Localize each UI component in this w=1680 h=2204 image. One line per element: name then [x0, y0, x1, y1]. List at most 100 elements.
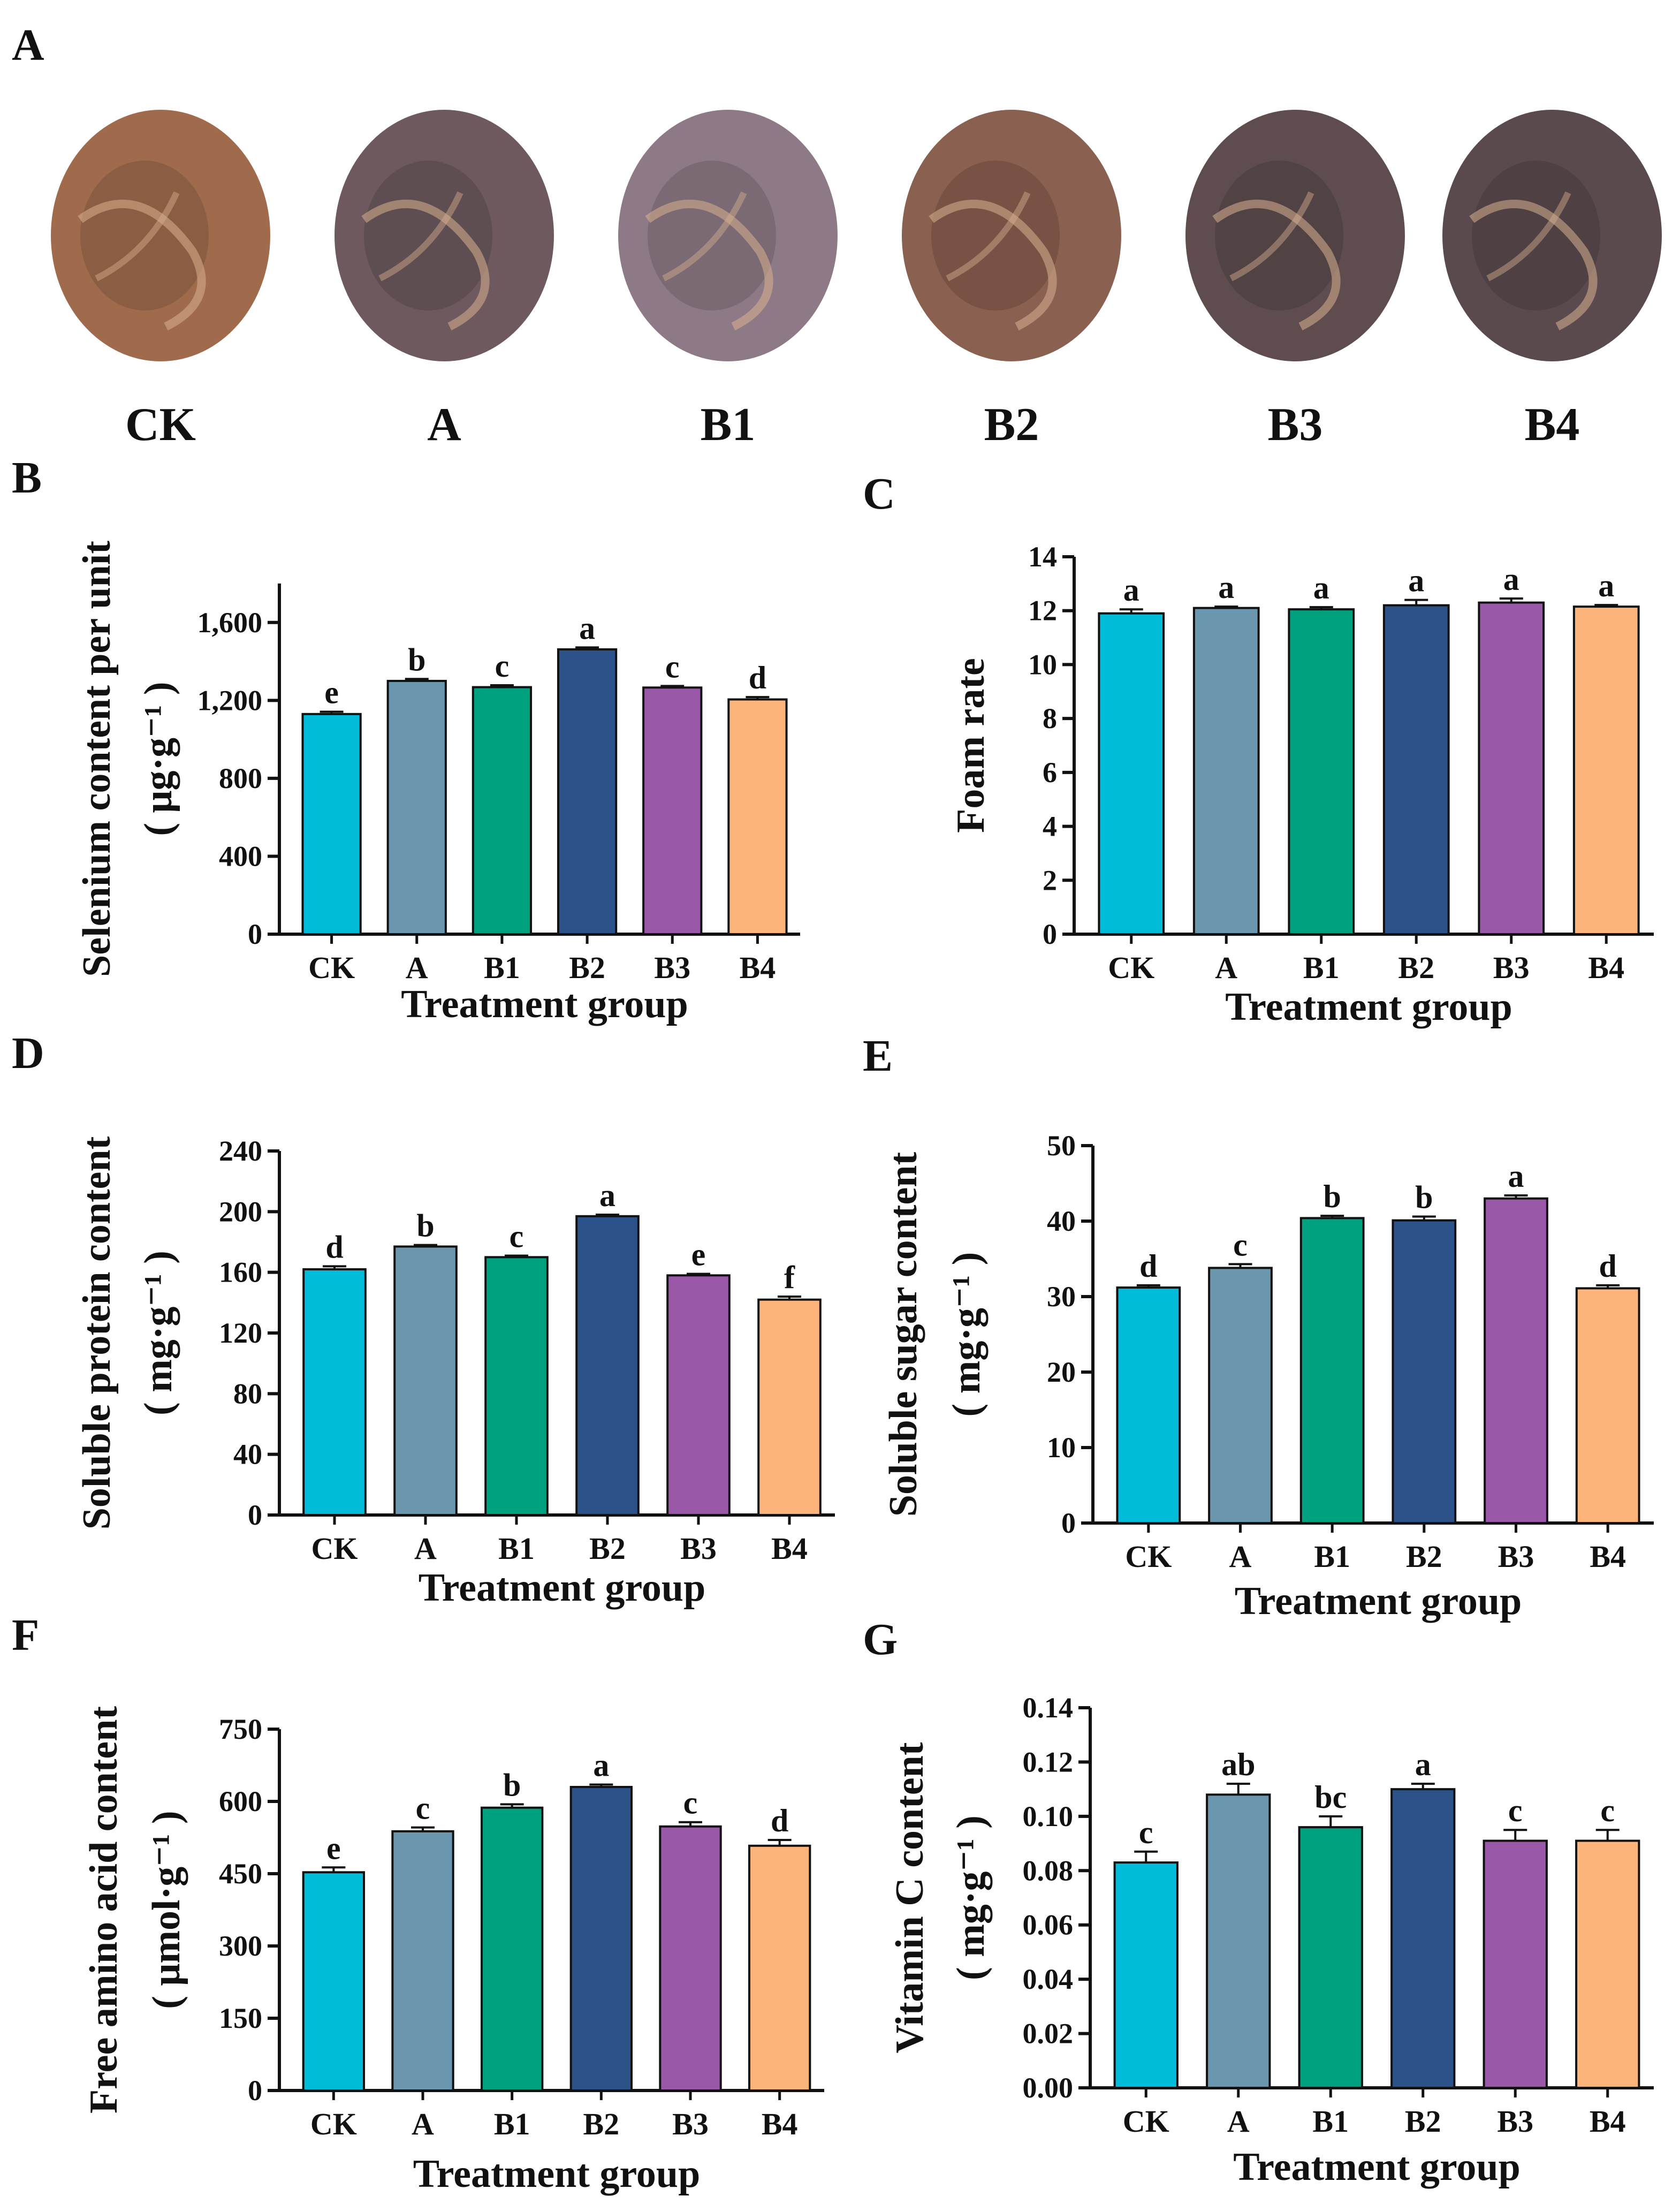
- x-tick-label: CK: [308, 950, 355, 985]
- specimen-shading: [931, 161, 1060, 310]
- significance-letter: b: [416, 1208, 434, 1244]
- x-tick-label: B4: [771, 1531, 808, 1566]
- y-tick-label: 0.10: [1023, 1800, 1074, 1832]
- significance-letter: f: [784, 1260, 795, 1295]
- y-tick-label: 50: [1047, 1130, 1076, 1162]
- panel-letter-c: C: [863, 469, 895, 519]
- bar-b3: [642, 686, 703, 935]
- specimen-shading: [1472, 161, 1600, 310]
- chart-g: G 0.00 0.02 0.04 0.06 0.08 0.10 0.12 0.14 c CK ab Ab…: [863, 1615, 1654, 2189]
- y-tick-label: 0: [1043, 918, 1057, 950]
- y-tick-label: 0.00: [1023, 2072, 1074, 2104]
- y-tick-label: 8: [1043, 702, 1057, 734]
- photo-b2: B2: [902, 110, 1121, 451]
- significance-letter: b: [408, 642, 425, 677]
- photo-ck: CK: [51, 110, 270, 451]
- bar-b4: [1575, 1287, 1640, 1524]
- chart-e: E 0 10 20 30 40 50 d CK c Ab B1 b B2 a B3 d B4 Treatment g…: [863, 1031, 1654, 1623]
- specimen-shape: [618, 110, 838, 361]
- specimen-vein: [378, 191, 463, 282]
- x-axis-title: Treatment group: [1233, 2145, 1520, 2189]
- photo-row: CK A B1 B2 B3 B4: [51, 110, 1662, 451]
- y-tick-label: 10: [1047, 1432, 1076, 1464]
- specimen-vein: [645, 199, 773, 331]
- y-tick-label: 150: [219, 2002, 262, 2034]
- bar-ck: [1098, 612, 1165, 935]
- x-tick-label: B1: [1314, 1539, 1350, 1574]
- y-tick-label: 40: [233, 1438, 262, 1471]
- x-tick-label: A: [412, 2107, 434, 2141]
- bar-b3: [1484, 1197, 1548, 1524]
- bar-ck: [302, 1268, 367, 1516]
- significance-letter: bc: [1314, 1779, 1347, 1815]
- significance-letter: a: [1123, 572, 1139, 608]
- x-tick-label: CK: [1123, 2104, 1169, 2139]
- y-tick-label: 1,600: [197, 607, 263, 639]
- x-tick-label: B4: [740, 950, 776, 985]
- x-axis-title: Treatment group: [413, 2152, 700, 2196]
- x-tick-label: A: [1215, 950, 1237, 985]
- x-tick-label: CK: [1108, 950, 1154, 985]
- specimen-vein: [95, 191, 180, 282]
- significance-letter: d: [1599, 1248, 1616, 1284]
- significance-letter: d: [749, 660, 766, 695]
- significance-letter: a: [593, 1748, 609, 1783]
- x-tick-label: B3: [1498, 1539, 1534, 1574]
- y-tick-label: 0.06: [1023, 1909, 1074, 1941]
- x-tick-label: B2: [583, 2107, 619, 2141]
- bar-ck: [1113, 1861, 1179, 2089]
- x-tick-label: B4: [1588, 950, 1624, 985]
- y-tick-label: 750: [219, 1713, 262, 1745]
- significance-letter: b: [1323, 1179, 1341, 1214]
- significance-letter: d: [771, 1803, 788, 1838]
- bar-b3: [1478, 601, 1545, 936]
- photo-label: B3: [1268, 399, 1323, 451]
- bar-ck: [302, 1871, 366, 2092]
- bar-b4: [748, 1844, 811, 2092]
- y-tick-label: 6: [1043, 756, 1057, 789]
- x-tick-label: B4: [1590, 1539, 1626, 1574]
- specimen-vein: [1486, 191, 1571, 282]
- significance-letter: c: [1139, 1815, 1153, 1850]
- bar-b2: [1392, 1219, 1457, 1525]
- significance-letter: e: [326, 1830, 341, 1866]
- bar-ck: [1116, 1286, 1181, 1525]
- y-axis-unit: ( μmol·g⁻¹ ): [145, 1811, 188, 2009]
- y-tick-label: 160: [219, 1256, 262, 1289]
- y-tick-label: 40: [1047, 1205, 1076, 1237]
- y-tick-label: 20: [1047, 1356, 1076, 1388]
- specimen-shading: [364, 161, 492, 310]
- bar-b1: [1298, 1826, 1363, 2089]
- y-tick-label: 2: [1043, 864, 1057, 896]
- y-axis-unit: ( μg·g⁻¹ ): [136, 681, 180, 836]
- x-tick-label: CK: [310, 2107, 357, 2141]
- bar-b1: [1288, 608, 1355, 935]
- significance-letter: b: [503, 1767, 521, 1802]
- x-tick-label: A: [1229, 1539, 1252, 1574]
- x-tick-label: B4: [762, 2107, 798, 2141]
- y-tick-label: 800: [219, 762, 262, 794]
- bar-b1: [1299, 1217, 1365, 1525]
- significance-letter: c: [683, 1785, 698, 1821]
- y-axis-title: Foam rate: [949, 658, 993, 833]
- bar-b2: [575, 1215, 640, 1516]
- significance-letter: d: [1139, 1248, 1157, 1284]
- photo-label: B4: [1525, 399, 1580, 451]
- bar-b4: [727, 698, 788, 936]
- x-tick-label: B2: [569, 950, 605, 985]
- bar-b3: [1483, 1839, 1548, 2089]
- bar-b2: [557, 648, 618, 935]
- photo-label: CK: [125, 399, 196, 451]
- y-axis-title: Selenium content per unit: [75, 541, 119, 977]
- y-axis-title: Soluble protein content: [75, 1136, 119, 1529]
- specimen-vein: [78, 199, 206, 331]
- significance-letter: c: [1233, 1227, 1248, 1262]
- y-tick-label: 0: [248, 918, 262, 950]
- bar-a: [1206, 1793, 1271, 2089]
- specimen-shading: [1215, 161, 1343, 310]
- bar-b1: [472, 686, 533, 935]
- significance-letter: a: [1313, 570, 1329, 605]
- bar-b2: [1390, 1788, 1456, 2089]
- y-tick-label: 0.02: [1023, 2018, 1074, 2050]
- y-tick-label: 80: [233, 1377, 262, 1410]
